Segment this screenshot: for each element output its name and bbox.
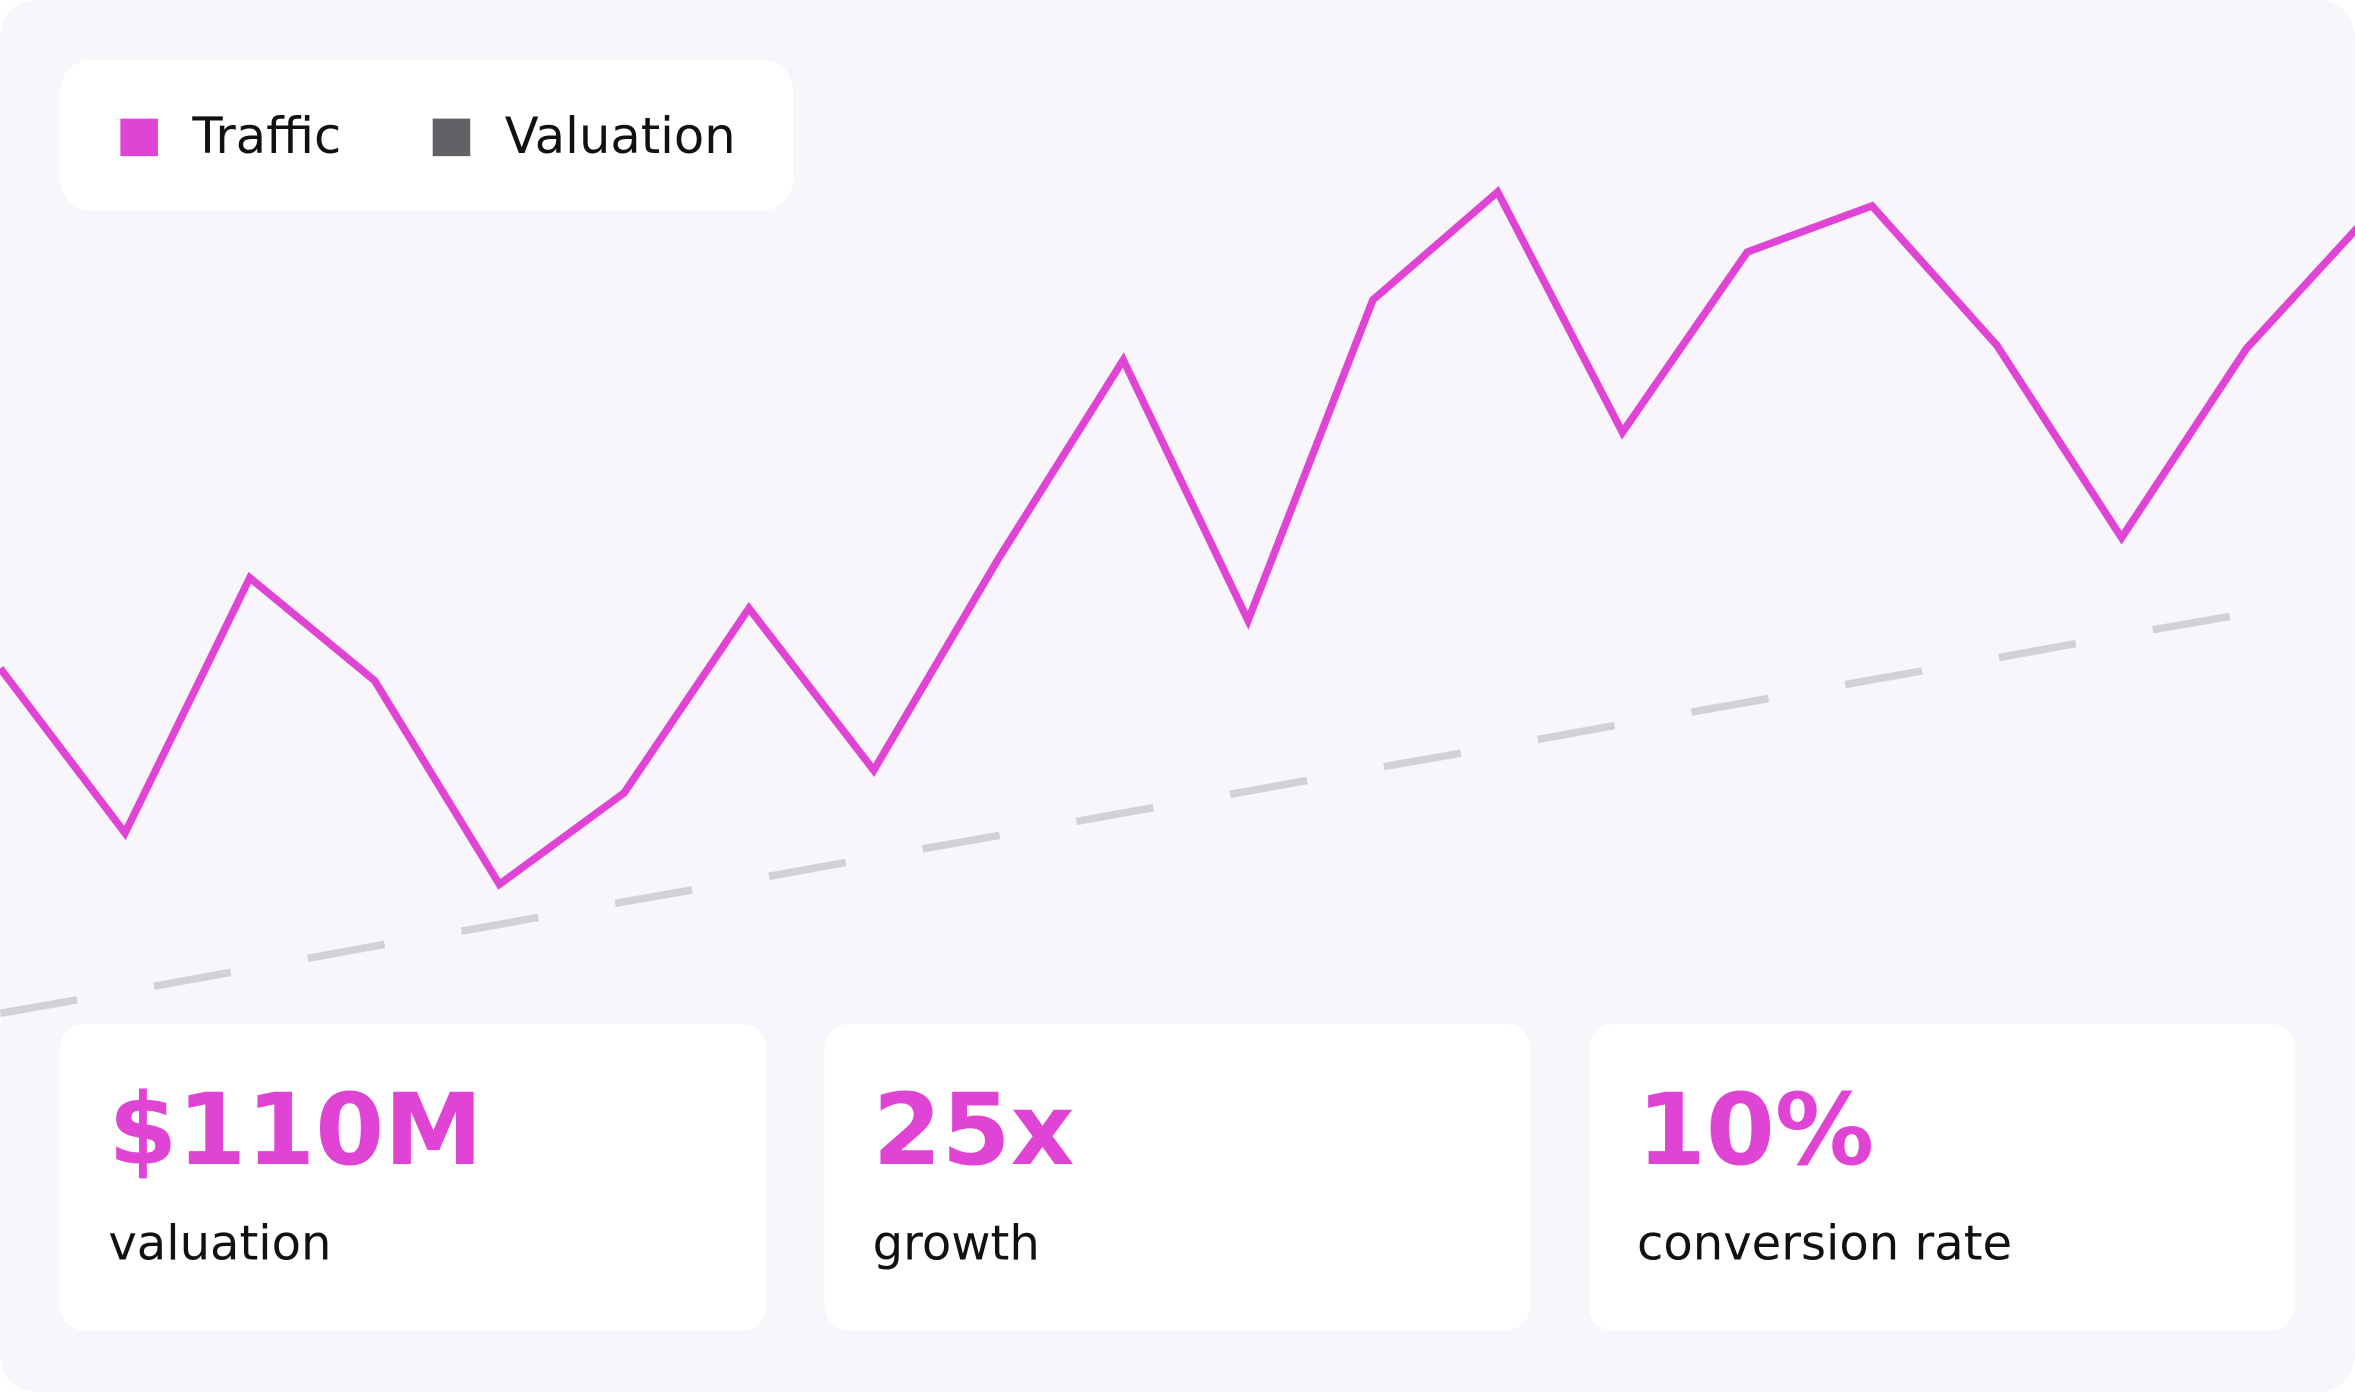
legend-swatch [120, 118, 158, 157]
plot [0, 186, 2355, 1017]
stat-value: 10% [1637, 1073, 1874, 1188]
series-line [0, 609, 2247, 1017]
legend-label: Traffic [191, 107, 341, 165]
stat-label: conversion rate [1637, 1215, 2012, 1271]
series-line [0, 186, 2355, 890]
stats: $110M valuation 25x growth 10% conversion rat… [60, 1024, 2295, 1331]
stat-label: growth [873, 1215, 1040, 1271]
legend: Traffic Valuation [120, 107, 736, 165]
legend-label: Valuation [505, 107, 736, 165]
stat-card [1588, 1024, 2295, 1331]
stat-value: 25x [873, 1073, 1075, 1188]
stat-value: $110M [108, 1073, 482, 1188]
legend-box [60, 60, 794, 211]
stat-card [60, 1024, 767, 1331]
legend-swatch [432, 118, 471, 157]
stat-card [824, 1024, 1531, 1331]
stat-label: valuation [108, 1215, 331, 1271]
